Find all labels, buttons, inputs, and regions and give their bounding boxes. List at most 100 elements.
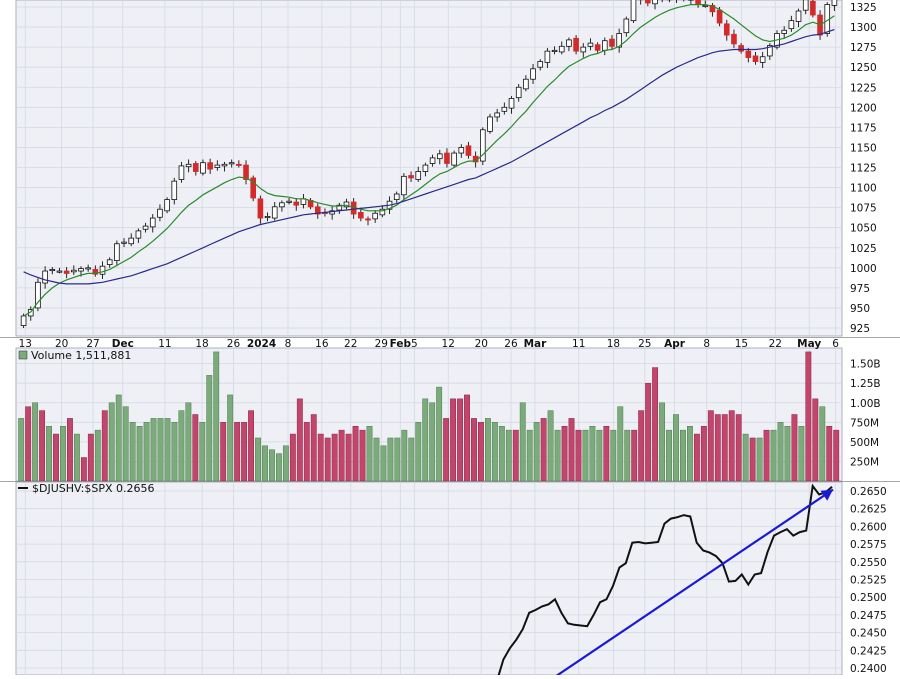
volume-bar — [311, 415, 316, 482]
candle-down — [810, 1, 815, 15]
candle-up — [129, 238, 134, 244]
price-y-tick-label: 1325 — [850, 2, 877, 14]
candle-down — [717, 10, 722, 23]
candle-up — [538, 62, 543, 68]
volume-bar — [130, 422, 135, 481]
candle-up — [21, 316, 26, 326]
candle-up — [143, 226, 148, 229]
price-x-tick-label: 18 — [607, 338, 620, 350]
candle-down — [732, 34, 737, 44]
volume-bar — [771, 430, 776, 481]
volume-bar — [402, 430, 407, 481]
candle-up — [502, 107, 507, 111]
volume-bar — [88, 434, 93, 481]
volume-bar — [46, 426, 51, 481]
candle-up — [760, 57, 765, 63]
candle-down — [574, 38, 579, 51]
ratio-y-tick-label: 0.2450 — [850, 628, 887, 640]
volume-bar — [492, 422, 497, 481]
price-x-tick-label: 29 — [375, 338, 388, 350]
volume-bar — [562, 426, 567, 481]
volume-bar — [74, 434, 79, 481]
ratio-y-tick-label: 0.2400 — [850, 663, 887, 675]
volume-bar — [680, 430, 685, 481]
candle-up — [401, 176, 406, 194]
volume-bar — [792, 415, 797, 482]
volume-bar — [318, 434, 323, 481]
candle-up — [122, 242, 127, 243]
volume-bar — [416, 422, 421, 481]
volume-legend-swatch — [19, 351, 27, 359]
candle-down — [595, 45, 600, 51]
volume-bar — [457, 399, 462, 481]
volume-bar — [241, 422, 246, 481]
volume-bar — [290, 434, 295, 481]
candle-down — [64, 271, 69, 273]
candle-up — [215, 165, 220, 167]
volume-bar — [388, 438, 393, 481]
volume-bar — [652, 368, 657, 481]
volume-bar — [60, 426, 65, 481]
volume-bar — [618, 407, 623, 481]
volume-y-tick-label: 1.50B — [850, 359, 881, 371]
volume-bar — [144, 422, 149, 481]
volume-y-tick-label: 1.25B — [850, 378, 881, 390]
candle-up — [57, 271, 62, 272]
volume-bar — [207, 375, 212, 481]
volume-bar — [436, 387, 441, 481]
volume-bar — [764, 430, 769, 481]
volume-bar — [541, 418, 546, 481]
candle-up — [803, 0, 808, 10]
candle-up — [229, 163, 234, 164]
volume-bar — [590, 426, 595, 481]
volume-bar — [262, 446, 267, 481]
candle-up — [186, 164, 191, 166]
candle-down — [753, 56, 758, 62]
price-x-tick-label: 2024 — [247, 338, 276, 350]
volume-bar — [360, 430, 365, 481]
volume-bar — [506, 430, 511, 481]
volume-panel-title: Volume 1,511,881 — [31, 349, 131, 362]
volume-bar — [248, 411, 253, 481]
candle-down — [294, 202, 299, 205]
volume-bar — [520, 403, 525, 481]
volume-bar — [673, 415, 678, 482]
candle-up — [459, 147, 464, 153]
price-x-tick-label: 26 — [504, 338, 518, 350]
candle-down — [445, 153, 450, 163]
candle-up — [559, 46, 564, 52]
volume-bar — [123, 407, 128, 481]
candle-down — [696, 0, 701, 4]
volume-bar — [165, 418, 170, 481]
volume-bar — [604, 426, 609, 481]
volume-bar — [158, 418, 163, 481]
volume-bar — [95, 430, 100, 481]
volume-bar — [227, 395, 232, 481]
candle-up — [165, 200, 170, 211]
price-x-tick-label: 22 — [344, 338, 357, 350]
price-x-tick-label: 11 — [572, 338, 585, 350]
candle-up — [43, 271, 48, 283]
candle-up — [150, 218, 155, 227]
volume-bar — [708, 411, 713, 481]
volume-bar — [409, 438, 414, 481]
candle-up — [287, 201, 292, 202]
candle-up — [516, 87, 521, 97]
price-y-tick-label: 1075 — [850, 203, 877, 215]
volume-bar — [395, 438, 400, 481]
volume-bar — [687, 426, 692, 481]
volume-bar — [81, 458, 86, 481]
volume-bar — [583, 430, 588, 481]
candle-down — [645, 0, 650, 3]
ratio-y-tick-label: 0.2575 — [850, 539, 887, 551]
ratio-panel-background — [16, 482, 842, 675]
volume-bar — [179, 411, 184, 481]
volume-bar — [638, 411, 643, 481]
volume-bar — [827, 426, 832, 481]
volume-bar — [39, 411, 44, 481]
volume-bar — [597, 430, 602, 481]
volume-bar — [799, 426, 804, 481]
volume-bar — [694, 434, 699, 481]
volume-bar — [304, 422, 309, 481]
candle-up — [495, 113, 500, 117]
